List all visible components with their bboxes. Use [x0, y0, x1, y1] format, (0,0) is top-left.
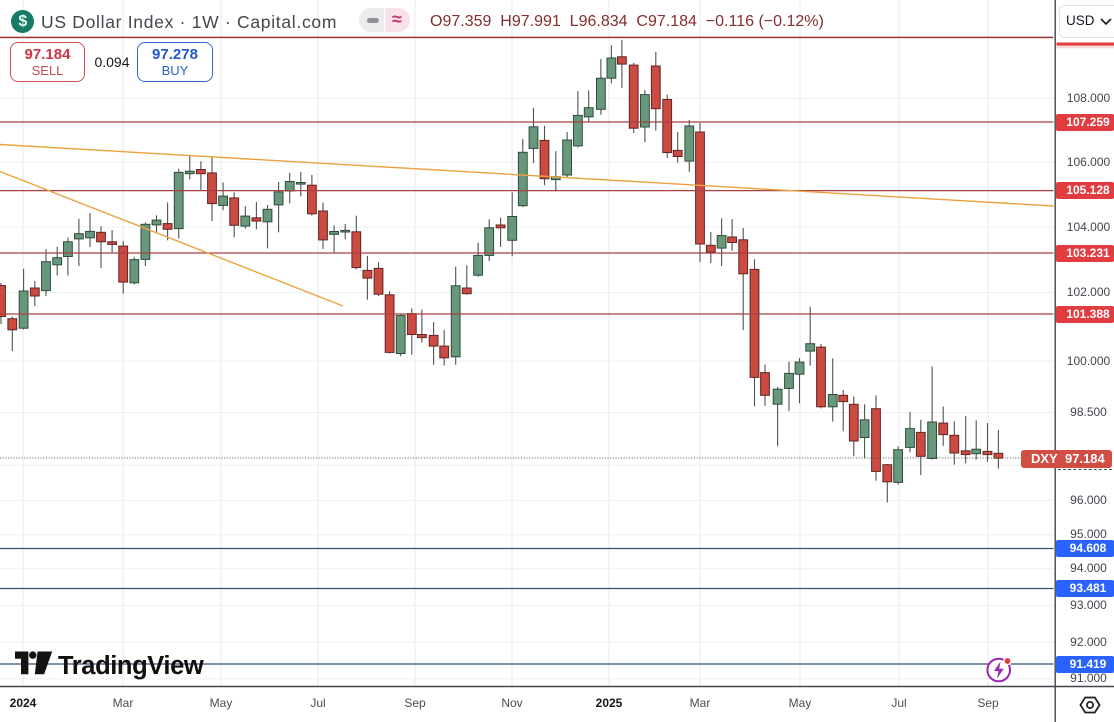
svg-text:TradingView: TradingView — [58, 652, 204, 680]
